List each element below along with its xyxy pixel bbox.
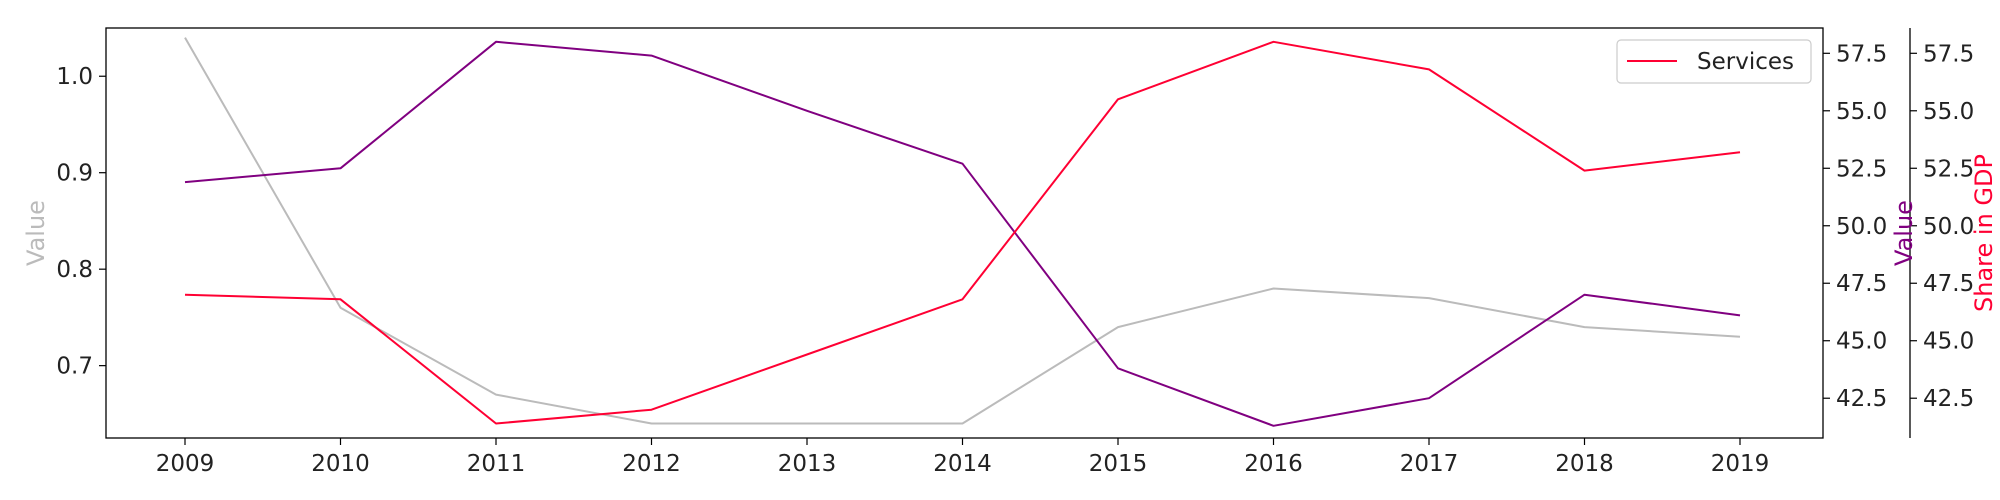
right2-tick-label: 42.5 bbox=[1923, 386, 1974, 412]
x-tick-label: 2019 bbox=[1711, 451, 1770, 477]
right1-tick-label: 45.0 bbox=[1836, 329, 1887, 355]
right2-tick-label: 47.5 bbox=[1923, 271, 1974, 297]
right1-tick-label: 47.5 bbox=[1836, 271, 1887, 297]
left-tick-label: 0.8 bbox=[56, 257, 93, 283]
left-tick-label: 0.7 bbox=[56, 354, 93, 380]
x-tick-label: 2009 bbox=[156, 451, 215, 477]
right1-tick-label: 52.5 bbox=[1836, 156, 1887, 182]
left-tick-label: 1.0 bbox=[56, 64, 93, 90]
right1-tick-label: 55.0 bbox=[1836, 99, 1887, 125]
right2-axis-title: Share in GDP bbox=[1970, 154, 1998, 312]
series-line-services bbox=[184, 40, 1741, 425]
legend: Services bbox=[1616, 39, 1812, 84]
x-tick-label: 2017 bbox=[1400, 451, 1459, 477]
x-tick-label: 2010 bbox=[311, 451, 370, 477]
legend-label-services: Services bbox=[1697, 49, 1794, 75]
x-tick-label: 2014 bbox=[933, 451, 992, 477]
plot-frame bbox=[105, 27, 1824, 439]
left-axis-title: Value bbox=[22, 200, 50, 266]
right2-tick-label: 50.0 bbox=[1923, 214, 1974, 240]
right2-tick-label: 55.0 bbox=[1923, 99, 1974, 125]
x-tick-label: 2011 bbox=[467, 451, 526, 477]
x-tick-label: 2012 bbox=[622, 451, 681, 477]
legend-box bbox=[1616, 39, 1812, 84]
right1-axis-title: Value bbox=[1890, 200, 1918, 266]
series-line-right1 bbox=[184, 40, 1741, 427]
x-tick-label: 2015 bbox=[1089, 451, 1148, 477]
x-tick-label: 2013 bbox=[778, 451, 837, 477]
x-tick-label: 2018 bbox=[1555, 451, 1614, 477]
x-tick-label: 2016 bbox=[1244, 451, 1303, 477]
left-tick-label: 0.9 bbox=[56, 161, 93, 187]
right1-tick-label: 50.0 bbox=[1836, 214, 1887, 240]
right1-tick-label: 57.5 bbox=[1836, 41, 1887, 67]
right2-tick-label: 45.0 bbox=[1923, 329, 1974, 355]
right2-tick-label: 52.5 bbox=[1923, 156, 1974, 182]
series-line-left bbox=[184, 37, 1741, 425]
right1-tick-label: 42.5 bbox=[1836, 386, 1887, 412]
right2-tick-label: 57.5 bbox=[1923, 41, 1974, 67]
